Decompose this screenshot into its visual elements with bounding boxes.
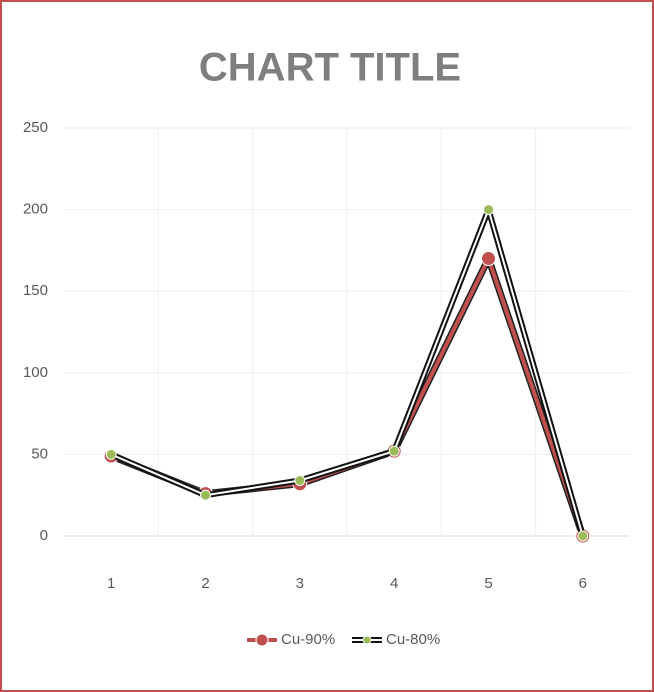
x-tick-label: 4 bbox=[390, 575, 398, 592]
y-tick-label: 50 bbox=[31, 445, 48, 462]
chart-title: CHART TITLE bbox=[199, 46, 461, 90]
y-tick-label: 0 bbox=[40, 527, 48, 544]
x-tick-label: 1 bbox=[107, 575, 115, 592]
y-tick-label: 100 bbox=[23, 364, 48, 381]
series-marker bbox=[481, 251, 496, 267]
x-tick-label: 5 bbox=[484, 575, 492, 592]
series-marker bbox=[105, 448, 117, 460]
x-tick-label: 2 bbox=[201, 575, 209, 592]
series-line bbox=[110, 208, 584, 537]
legend-label: Cu-80% bbox=[386, 631, 440, 648]
x-tick-label: 3 bbox=[296, 575, 304, 592]
legend-marker bbox=[255, 633, 269, 647]
x-tick-label: 6 bbox=[579, 575, 587, 592]
y-tick-label: 200 bbox=[23, 201, 48, 218]
legend-marker bbox=[362, 635, 372, 645]
series-marker bbox=[388, 445, 400, 457]
y-tick-label: 250 bbox=[23, 119, 48, 136]
series-marker bbox=[577, 530, 589, 542]
legend-label: Cu-90% bbox=[281, 631, 335, 648]
series-marker bbox=[200, 489, 211, 501]
y-tick-label: 150 bbox=[23, 282, 48, 299]
series-marker bbox=[483, 204, 494, 216]
series-marker bbox=[294, 475, 306, 487]
